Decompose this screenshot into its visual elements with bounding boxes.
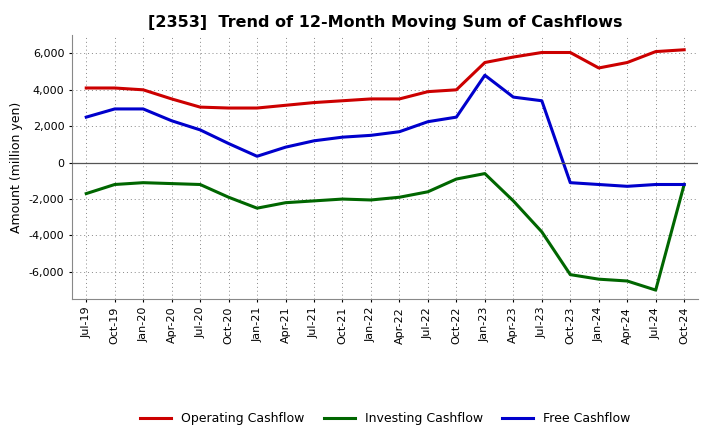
Free Cashflow xyxy=(595,182,603,187)
Operating Cashflow xyxy=(82,85,91,91)
Free Cashflow xyxy=(623,183,631,189)
Operating Cashflow xyxy=(139,87,148,92)
Free Cashflow xyxy=(139,106,148,112)
Free Cashflow xyxy=(338,135,347,140)
Free Cashflow xyxy=(225,141,233,146)
Operating Cashflow xyxy=(595,65,603,70)
Operating Cashflow xyxy=(509,55,518,60)
Operating Cashflow xyxy=(253,106,261,111)
Free Cashflow xyxy=(110,106,119,112)
Free Cashflow xyxy=(310,138,318,143)
Legend: Operating Cashflow, Investing Cashflow, Free Cashflow: Operating Cashflow, Investing Cashflow, … xyxy=(135,407,635,430)
Free Cashflow xyxy=(652,182,660,187)
Investing Cashflow xyxy=(652,287,660,293)
Investing Cashflow xyxy=(480,171,489,176)
Operating Cashflow xyxy=(167,96,176,102)
Free Cashflow xyxy=(366,133,375,138)
Operating Cashflow xyxy=(423,89,432,94)
Investing Cashflow xyxy=(680,182,688,187)
Investing Cashflow xyxy=(623,279,631,284)
Investing Cashflow xyxy=(395,194,404,200)
Investing Cashflow xyxy=(595,276,603,282)
Investing Cashflow xyxy=(253,205,261,211)
Operating Cashflow xyxy=(310,100,318,105)
Operating Cashflow xyxy=(110,85,119,91)
Free Cashflow xyxy=(480,73,489,78)
Investing Cashflow xyxy=(167,181,176,186)
Operating Cashflow xyxy=(366,96,375,102)
Free Cashflow xyxy=(509,95,518,100)
Free Cashflow xyxy=(395,129,404,134)
Operating Cashflow xyxy=(652,49,660,54)
Investing Cashflow xyxy=(110,182,119,187)
Investing Cashflow xyxy=(509,198,518,204)
Line: Investing Cashflow: Investing Cashflow xyxy=(86,173,684,290)
Free Cashflow xyxy=(282,144,290,150)
Operating Cashflow xyxy=(338,98,347,103)
Free Cashflow xyxy=(253,154,261,159)
Investing Cashflow xyxy=(366,197,375,202)
Free Cashflow xyxy=(452,114,461,120)
Free Cashflow xyxy=(566,180,575,185)
Operating Cashflow xyxy=(225,106,233,111)
Title: [2353]  Trend of 12-Month Moving Sum of Cashflows: [2353] Trend of 12-Month Moving Sum of C… xyxy=(148,15,623,30)
Operating Cashflow xyxy=(680,47,688,52)
Investing Cashflow xyxy=(537,229,546,235)
Operating Cashflow xyxy=(623,60,631,65)
Operating Cashflow xyxy=(480,60,489,65)
Y-axis label: Amount (million yen): Amount (million yen) xyxy=(10,102,23,233)
Operating Cashflow xyxy=(537,50,546,55)
Free Cashflow xyxy=(537,98,546,103)
Investing Cashflow xyxy=(82,191,91,196)
Investing Cashflow xyxy=(139,180,148,185)
Operating Cashflow xyxy=(282,103,290,108)
Operating Cashflow xyxy=(196,104,204,110)
Free Cashflow xyxy=(167,118,176,123)
Free Cashflow xyxy=(196,127,204,132)
Free Cashflow xyxy=(82,114,91,120)
Operating Cashflow xyxy=(395,96,404,102)
Investing Cashflow xyxy=(310,198,318,204)
Operating Cashflow xyxy=(452,87,461,92)
Line: Operating Cashflow: Operating Cashflow xyxy=(86,50,684,108)
Investing Cashflow xyxy=(566,272,575,277)
Free Cashflow xyxy=(680,182,688,187)
Investing Cashflow xyxy=(196,182,204,187)
Investing Cashflow xyxy=(452,176,461,182)
Investing Cashflow xyxy=(225,194,233,200)
Investing Cashflow xyxy=(338,196,347,202)
Investing Cashflow xyxy=(423,189,432,194)
Free Cashflow xyxy=(423,119,432,125)
Line: Free Cashflow: Free Cashflow xyxy=(86,75,684,186)
Investing Cashflow xyxy=(282,200,290,205)
Operating Cashflow xyxy=(566,50,575,55)
